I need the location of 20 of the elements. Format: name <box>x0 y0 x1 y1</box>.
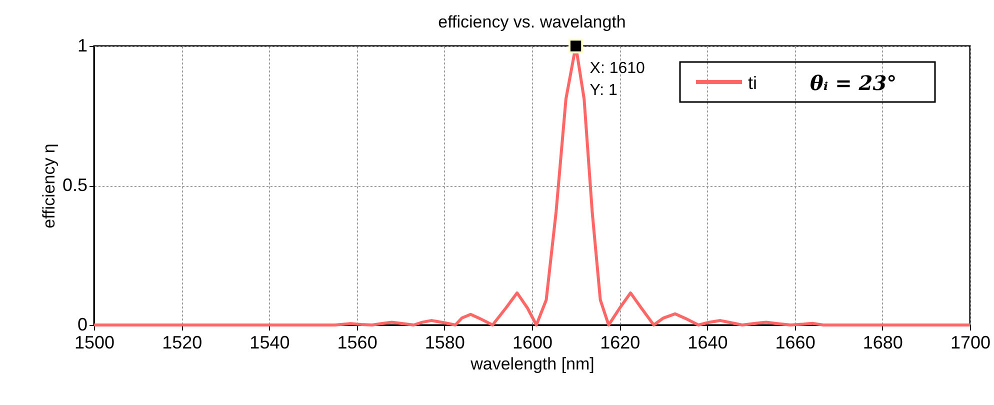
x-tick-label: 1600 <box>512 332 553 352</box>
annotation: X: 1610 Y: 1 <box>590 60 646 99</box>
x-tick-label: 1560 <box>337 332 378 352</box>
x-tick-label: 1620 <box>600 332 640 352</box>
y-tick-label: 1 <box>77 36 88 56</box>
y-axis-title: efficiency η <box>39 144 58 228</box>
x-tick-label: 1680 <box>862 332 903 352</box>
x-tick-label: 1520 <box>162 332 202 352</box>
x-tick-label: 1640 <box>688 332 728 352</box>
x-tick-label: 1660 <box>775 332 816 352</box>
y-tick-label: 0 <box>77 314 88 334</box>
annotation: θᵢ = 23° <box>810 71 897 95</box>
legend-label: ti <box>748 73 757 93</box>
x-axis-title: wavelength [nm] <box>470 354 594 374</box>
x-tick-label: 1540 <box>250 332 290 352</box>
x-tick-label: 1500 <box>74 332 115 352</box>
y-tick-label: 0.5 <box>62 175 88 195</box>
x-tick-label: 1580 <box>424 332 465 352</box>
chart-title: efficiency vs. wavelangth <box>438 12 626 32</box>
x-tick-label: 1700 <box>950 332 991 352</box>
